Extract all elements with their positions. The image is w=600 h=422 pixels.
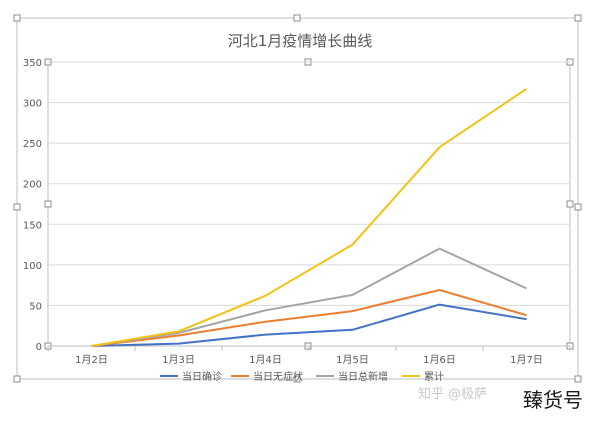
chart-border [16,17,579,380]
series-line-0 [91,303,527,347]
resize-handle[interactable] [13,203,21,211]
chart-title: 河北1月疫情增长曲线 [228,32,373,50]
legend-entry: 当日确诊 [182,370,222,383]
resize-handle[interactable] [293,14,301,22]
legend-entry: 累计 [424,370,444,383]
x-tick-label: 1月5日 [336,354,369,366]
x-tick-label: 1月2日 [75,354,108,366]
series-line-2 [91,247,527,347]
legend-entry: 当日无症状 [253,370,303,383]
series-line-1 [91,289,527,347]
y-tick-label: 200 [23,180,42,191]
y-tick-label: 150 [23,220,42,231]
x-tick-label: 1月6日 [423,354,456,366]
y-tick-label: 100 [23,261,42,272]
resize-handle[interactable] [44,200,52,208]
resize-handle[interactable] [574,375,582,383]
resize-handle[interactable] [574,14,582,22]
y-tick-label: 50 [29,301,42,312]
watermark-zhihu: 知乎 @极萨 [418,387,488,402]
legend-entry: 当日总新增 [338,370,388,383]
resize-handle[interactable] [293,375,301,383]
y-tick-label: 250 [23,139,42,150]
y-tick-label: 0 [36,342,42,353]
y-tick-label: 300 [23,99,42,110]
resize-handle[interactable] [574,203,582,211]
resize-handle[interactable] [13,375,21,383]
y-tick-label: 350 [23,58,42,69]
x-tick-label: 1月3日 [162,354,195,366]
x-tick-label: 1月4日 [249,354,282,366]
x-tick-label: 1月7日 [510,354,543,366]
watermark-brand: 臻货号 [523,388,583,412]
resize-handle[interactable] [566,200,574,208]
resize-handle[interactable] [13,14,21,22]
series-line-3 [91,87,528,347]
